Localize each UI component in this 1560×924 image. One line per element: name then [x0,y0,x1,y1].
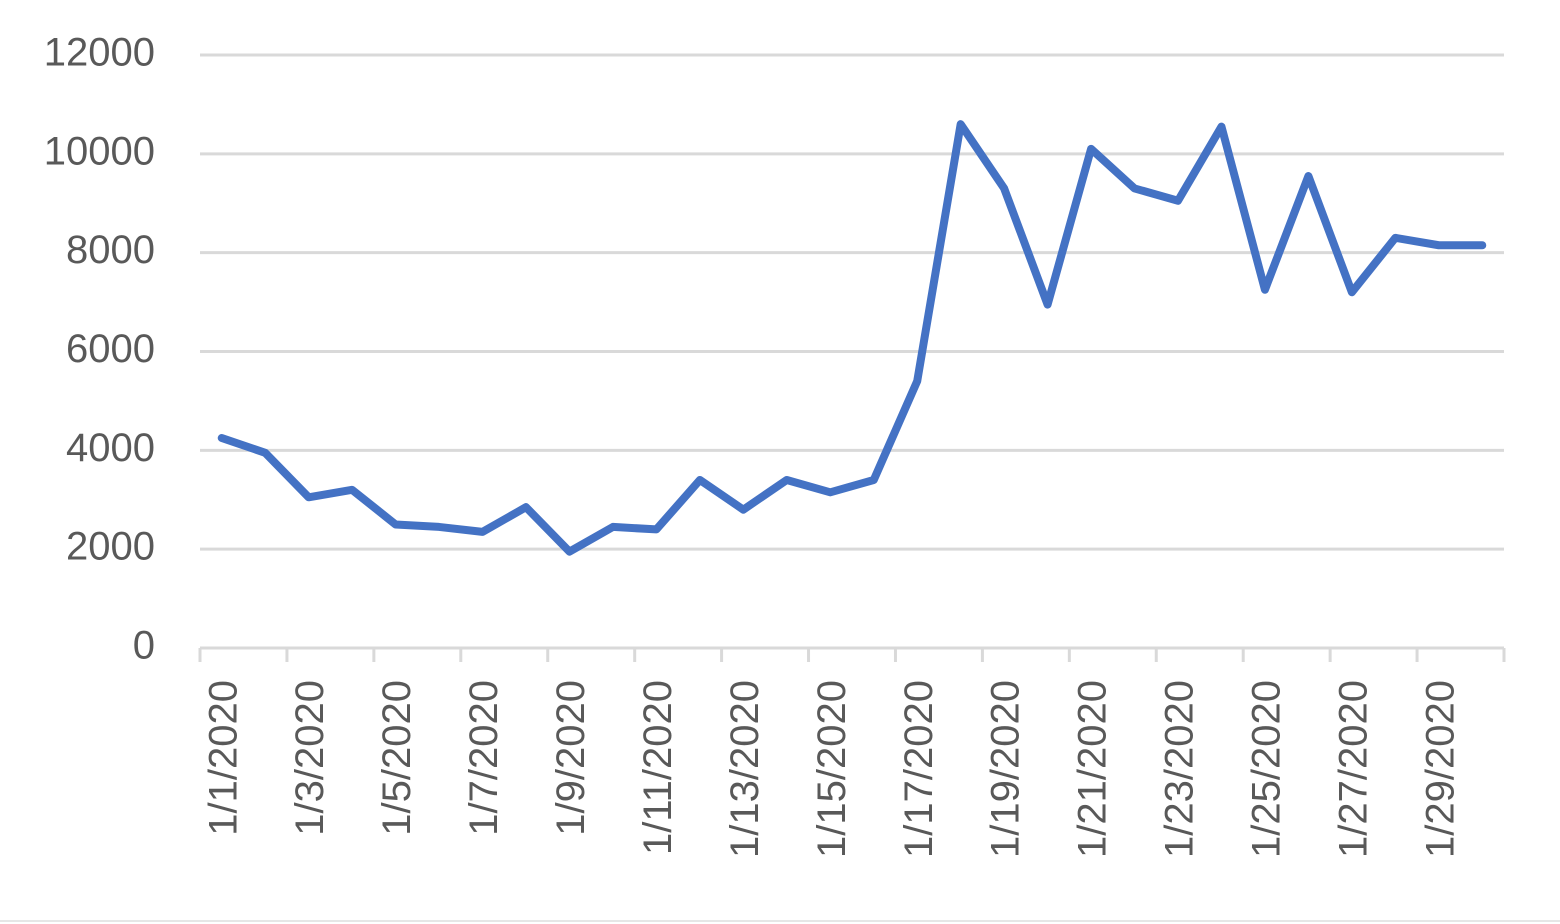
x-tick-label: 1/21/2020 [1071,680,1115,858]
x-tick-label: 1/17/2020 [897,680,941,858]
y-tick-label: 4000 [66,426,155,470]
y-tick-label: 8000 [66,228,155,272]
y-tick-label: 12000 [44,31,155,75]
y-tick-label: 0 [133,624,155,668]
x-tick-label: 1/3/2020 [288,680,332,836]
y-tick-label: 10000 [44,129,155,173]
y-tick-label: 6000 [66,327,155,371]
x-tick-label: 1/23/2020 [1158,680,1202,858]
data-line [217,120,1487,556]
x-tick-label: 1/11/2020 [636,680,680,855]
x-tick-label: 1/9/2020 [549,680,593,836]
x-tick-label: 1/29/2020 [1418,680,1462,858]
x-tick-label: 1/19/2020 [984,680,1028,858]
x-tick-label: 1/27/2020 [1331,680,1375,858]
x-tick-label: 1/25/2020 [1244,680,1288,858]
y-tick-label: 2000 [66,525,155,569]
x-tick-label: 1/13/2020 [723,680,767,858]
x-tick-label: 1/15/2020 [810,680,854,858]
x-tick-label: 1/5/2020 [375,680,419,836]
x-tick-label: 1/7/2020 [462,680,506,836]
x-tick-label: 1/1/2020 [201,680,245,836]
